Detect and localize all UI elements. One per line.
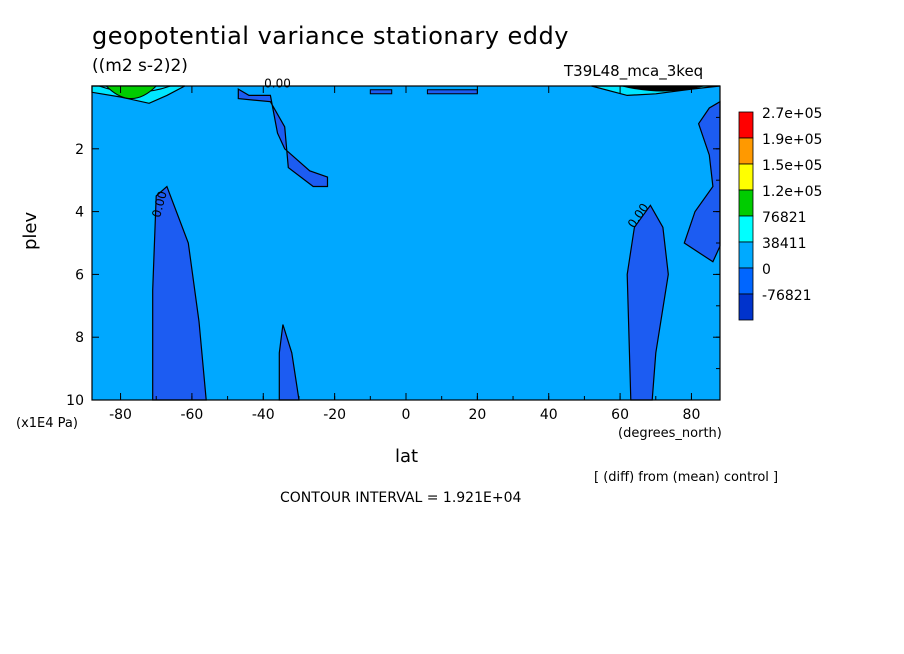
x-tick-label: 80 [683,407,701,423]
y-tick-label: 4 [75,205,84,221]
negative-region-nh-column [626,204,669,401]
colorbar-swatch [738,111,754,139]
chart-title: geopotential variance stationary eddy [92,22,569,50]
colorbar-label: 2.7e+05 [762,106,822,122]
colorbar-swatch [738,241,754,269]
run-label: T39L48_mca_3keq [564,62,704,80]
y-tick-label: 8 [75,330,84,346]
negative-region-thin [426,89,478,95]
y-axis-units: (x1E4 Pa) [16,416,78,431]
x-tick-label: 20 [468,407,486,423]
colorbar-swatch [738,137,754,165]
y-tick-label: 6 [75,267,84,283]
colorbar-label: 0 [762,262,771,278]
diff-note: [ (diff) from (mean) control ] [594,470,779,485]
contour-interval: CONTOUR INTERVAL = 1.921E+04 [280,490,522,506]
negative-region-sh-column [152,185,207,401]
chart-units: ((m2 s-2)2) [92,56,188,76]
x-axis-label: lat [395,446,419,467]
colorbar-label: -76821 [762,288,812,304]
x-tick-label: -60 [180,407,203,423]
colorbar-label: 76821 [762,210,807,226]
contour-label: 0.00 [264,77,291,91]
colorbar-label: 1.5e+05 [762,158,822,174]
x-tick-label: -80 [109,407,132,423]
x-axis-units: (degrees_north) [618,426,722,441]
positive-inner-contour [105,85,157,100]
x-tick-label: 0 [402,407,411,423]
dense-contours-nh-top [620,86,706,92]
negative-region-polar [683,100,721,263]
negative-region-upper-tongue [237,88,329,188]
colorbar-swatch [738,267,754,295]
x-tick-label: 40 [540,407,558,423]
colorbar-label: 1.9e+05 [762,132,822,148]
contour-label: 0.00 [149,190,169,219]
colorbar-swatch [738,215,754,243]
colorbar-label: 1.2e+05 [762,184,822,200]
x-tick-label: -40 [252,407,275,423]
x-tick-label: 60 [611,407,629,423]
negative-region-thin [369,89,393,95]
colorbar-swatch [738,293,754,321]
colorbar-swatch [738,163,754,191]
x-tick-label: -20 [323,407,346,423]
y-tick-label: 10 [66,393,84,409]
y-tick-label: 2 [75,142,84,158]
colorbar-label: 38411 [762,236,807,252]
colorbar-swatch [738,189,754,217]
